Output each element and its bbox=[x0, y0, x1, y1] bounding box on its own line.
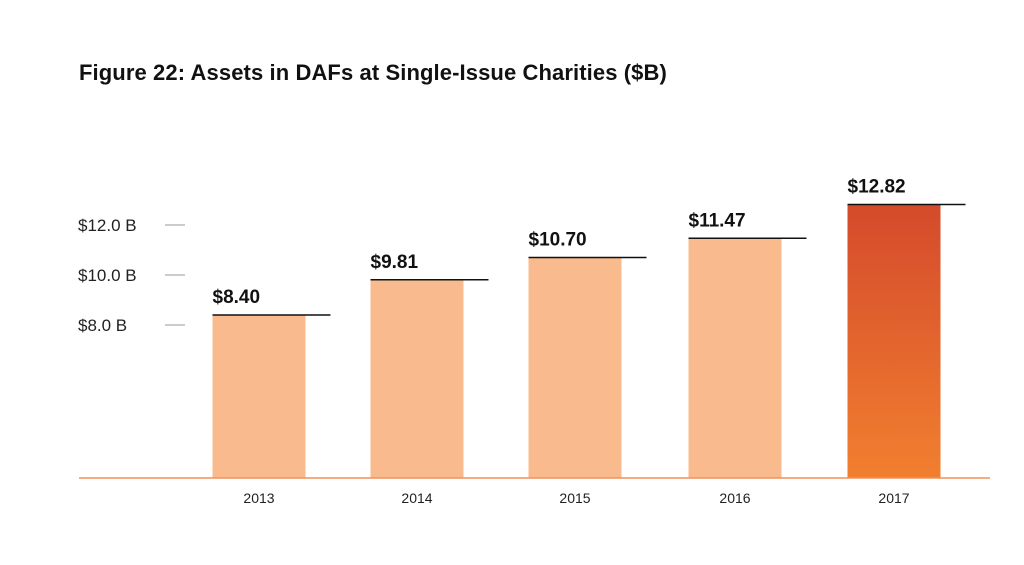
bar-2016 bbox=[688, 238, 782, 478]
bar-2014 bbox=[370, 279, 464, 478]
bar-2015 bbox=[528, 257, 622, 478]
bars-group bbox=[212, 204, 941, 478]
x-tick-label: 2017 bbox=[878, 490, 909, 506]
y-tick-label: $8.0 B bbox=[78, 316, 127, 335]
data-label: $12.82 bbox=[848, 177, 906, 198]
bar-2013 bbox=[212, 315, 306, 478]
x-axis: 2013 2014 2015 2016 2017 bbox=[79, 477, 990, 506]
data-label: $8.40 bbox=[213, 287, 261, 308]
y-tick-label: $12.0 B bbox=[78, 216, 137, 235]
x-tick-label: 2015 bbox=[559, 490, 590, 506]
bar-2017 bbox=[847, 204, 941, 478]
data-label: $10.70 bbox=[529, 230, 587, 251]
chart-title: Figure 22: Assets in DAFs at Single-Issu… bbox=[79, 60, 667, 85]
x-tick-label: 2014 bbox=[401, 490, 432, 506]
y-tick-label: $10.0 B bbox=[78, 266, 137, 285]
data-label: $11.47 bbox=[689, 210, 746, 231]
x-tick-label: 2013 bbox=[243, 490, 274, 506]
y-axis: $8.0 B $10.0 B $12.0 B bbox=[78, 216, 185, 335]
data-label: $9.81 bbox=[371, 252, 419, 273]
x-tick-label: 2016 bbox=[719, 490, 750, 506]
data-labels-group: $8.40 $9.81 $10.70 $11.47 $12.82 bbox=[212, 177, 966, 316]
